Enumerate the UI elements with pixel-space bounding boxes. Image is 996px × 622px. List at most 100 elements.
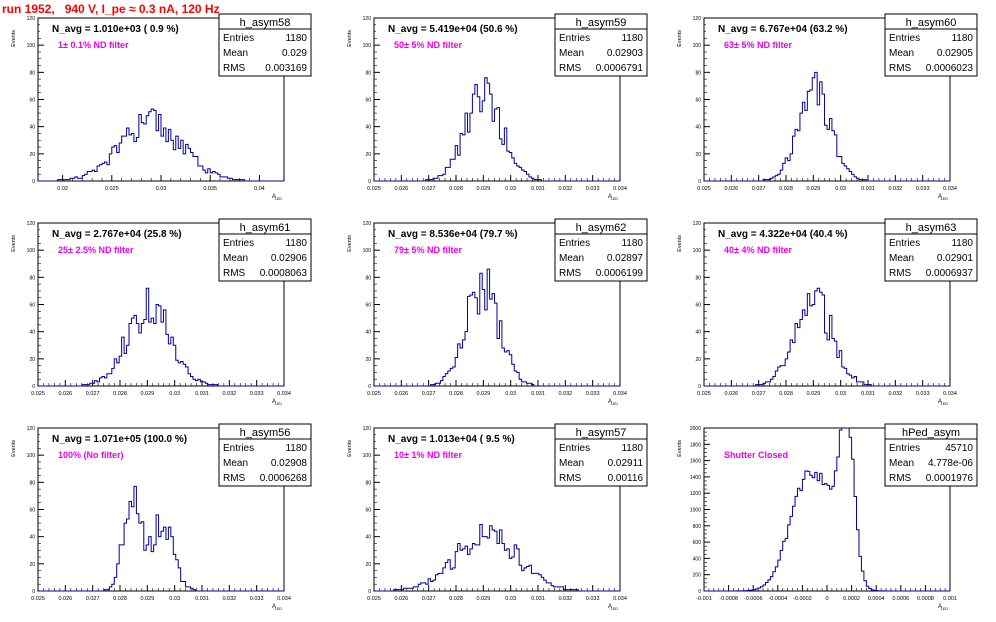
x-tick-label: -0.001 xyxy=(696,596,712,602)
stats-mean-value: 0.02905 xyxy=(937,48,974,59)
navg-box xyxy=(40,21,190,36)
x-tick-label: 0.03 xyxy=(835,186,846,192)
x-axis-subscript: LED xyxy=(611,197,619,201)
x-tick-label: 0.027 xyxy=(422,596,436,602)
filter-label: 10± 1% ND filter xyxy=(394,450,462,460)
filter-label: 79± 5% ND filter xyxy=(394,245,462,255)
stats-rms-label: RMS xyxy=(889,268,912,279)
stats-rms-value: 0.0006023 xyxy=(926,63,974,74)
y-tick-label: 120 xyxy=(363,16,372,22)
y-tick-label: 100 xyxy=(27,43,36,49)
stats-box xyxy=(218,423,312,487)
x-tick-label: 0.025 xyxy=(367,596,381,602)
stats-box xyxy=(884,218,978,282)
x-tick-label: 0.032 xyxy=(222,596,236,602)
x-tick-label: 0.026 xyxy=(724,391,738,397)
x-tick-label: 0.03 xyxy=(156,186,167,192)
stats-mean-label: Mean xyxy=(889,253,914,264)
x-tick-label: -0.0004 xyxy=(768,596,787,602)
x-tick-label: 0.026 xyxy=(394,596,408,602)
x-tick-label: 0.032 xyxy=(888,186,902,192)
x-axis-label: A xyxy=(938,399,942,405)
x-tick-label: 0.026 xyxy=(58,596,72,602)
y-tick-label: 60 xyxy=(695,303,701,309)
y-axis-label: Events xyxy=(347,30,353,47)
y-tick-label: 60 xyxy=(365,303,371,309)
y-tick-label: 1000 xyxy=(690,508,701,514)
x-tick-label: 0.03 xyxy=(169,596,180,602)
stats-entries-value: 1180 xyxy=(285,238,307,249)
stats-entries-label: Entries xyxy=(889,443,920,454)
y-tick-label: 60 xyxy=(29,508,35,514)
y-tick-label: 20 xyxy=(365,357,371,363)
x-tick-label: 0.03 xyxy=(505,186,516,192)
y-tick-label: 60 xyxy=(29,303,35,309)
filter-label: 40± 4% ND filter xyxy=(724,245,792,255)
stats-mean-value: 0.029 xyxy=(282,48,307,59)
stats-box xyxy=(554,13,648,77)
navg-box xyxy=(376,431,526,446)
y-tick-label: 0 xyxy=(368,384,371,390)
histogram-line xyxy=(38,108,284,182)
x-tick-label: 0.0008 xyxy=(917,596,934,602)
stats-entries-label: Entries xyxy=(223,238,254,249)
stats-entries-label: Entries xyxy=(889,238,920,249)
x-tick-label: 0.03 xyxy=(835,391,846,397)
x-tick-label: 0.028 xyxy=(779,186,793,192)
y-tick-label: 120 xyxy=(27,221,36,227)
x-axis-subscript: LED xyxy=(275,197,283,201)
x-tick-label: 0.04 xyxy=(254,186,265,192)
x-tick-label: 0.025 xyxy=(367,186,381,192)
stats-entries-value: 1180 xyxy=(285,443,307,454)
y-tick-label: 0 xyxy=(698,179,701,185)
y-tick-label: 800 xyxy=(693,524,702,530)
x-tick-label: 0.0004 xyxy=(868,596,885,602)
x-tick-label: 0.0006 xyxy=(892,596,909,602)
y-tick-label: 80 xyxy=(29,70,35,76)
y-tick-label: 60 xyxy=(29,98,35,104)
stats-box xyxy=(554,218,648,282)
y-tick-label: 40 xyxy=(365,125,371,131)
x-tick-label: 0.025 xyxy=(31,596,45,602)
x-tick-label: 0.029 xyxy=(806,186,820,192)
panel-h_asym56: 0 20 40 60 80 100 120 0.025 0.026 0.027 0.028 0.029… xyxy=(11,423,312,611)
x-tick-label: 0.025 xyxy=(367,391,381,397)
filter-label: Shutter Closed xyxy=(724,450,788,460)
x-axis-label: A xyxy=(938,604,942,610)
stats-box xyxy=(884,423,978,487)
x-tick-label: 0.031 xyxy=(195,596,209,602)
y-tick-label: 100 xyxy=(363,248,372,254)
y-tick-label: 20 xyxy=(695,152,701,158)
x-tick-label: 0.033 xyxy=(586,596,600,602)
x-axis-label: A xyxy=(272,604,276,610)
stats-mean-value: 4.778e-06 xyxy=(928,458,973,469)
x-tick-label: 0.029 xyxy=(476,186,490,192)
y-tick-label: 20 xyxy=(695,357,701,363)
stats-rms-label: RMS xyxy=(559,473,582,484)
x-tick-label: 0.028 xyxy=(113,391,127,397)
stats-mean-label: Mean xyxy=(559,458,584,469)
x-axis-subscript: LED xyxy=(611,607,619,611)
y-axis-label: Events xyxy=(347,235,353,252)
x-tick-label: 0.033 xyxy=(916,391,930,397)
stats-entries-label: Entries xyxy=(559,238,590,249)
y-tick-label: 400 xyxy=(693,556,702,562)
x-tick-label: 0.028 xyxy=(779,391,793,397)
stats-mean-label: Mean xyxy=(889,458,914,469)
stats-rms-value: 0.0006791 xyxy=(596,63,644,74)
panel-h_asym60: 0 20 40 60 80 100 120 0.025 0.026 0.027 0.028 0.029… xyxy=(677,13,978,201)
panel-hPed_asym: 0 200 400 600 800 1000 1200 1400 1600 1800 2000 -0.… xyxy=(677,423,978,611)
panel-h_asym58: 0 20 40 60 80 100 120 0.02 0.025 0.03 0.035 0.04 Eve… xyxy=(11,13,312,201)
panel-h_asym61: 0 20 40 60 80 100 120 0.025 0.026 0.027 0.028 0.029… xyxy=(11,218,312,406)
stats-mean-value: 0.02911 xyxy=(608,458,644,469)
y-tick-label: 2000 xyxy=(690,426,701,432)
navg-label: N_avg = 6.767e+04 (63.2 %) xyxy=(718,24,848,35)
x-tick-label: 0.028 xyxy=(449,186,463,192)
y-tick-label: 600 xyxy=(693,540,702,546)
stats-rms-value: 0.0008063 xyxy=(260,268,308,279)
histogram-name: h_asym59 xyxy=(576,17,627,29)
x-tick-label: -0.0008 xyxy=(719,596,738,602)
y-tick-label: 80 xyxy=(365,70,371,76)
histogram-line xyxy=(38,287,284,387)
stats-rms-value: 0.003169 xyxy=(265,63,307,74)
